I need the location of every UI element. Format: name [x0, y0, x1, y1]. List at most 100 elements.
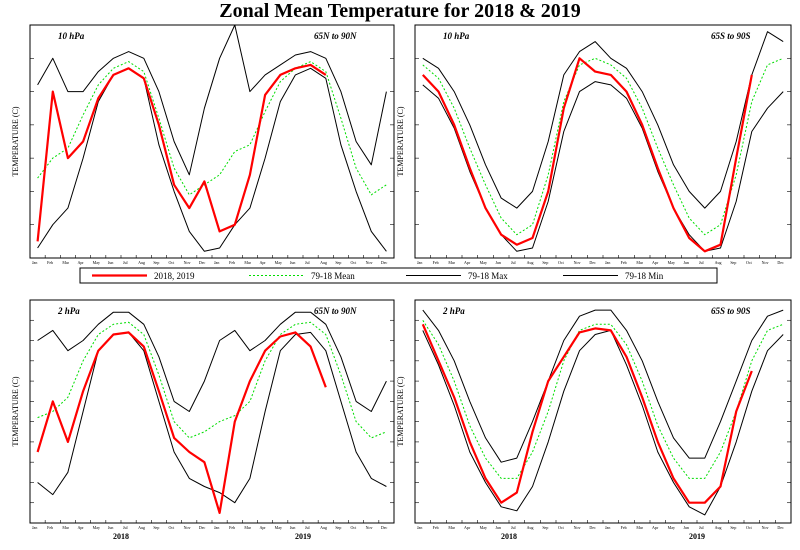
month-label: Sep	[542, 260, 548, 265]
month-label: Jan	[605, 525, 610, 530]
chart-panel-1: Jan Feb Mar Apr May Jun Jul Aug Sep Oct Nov Dec Jan F…	[11, 24, 395, 276]
month-label: May	[275, 525, 282, 530]
month-label: Mar	[62, 525, 69, 530]
month-label: Jul	[305, 525, 311, 530]
month-label: Oct	[351, 260, 358, 265]
month-label: Jan	[214, 260, 219, 265]
month-label: Mar	[244, 260, 251, 265]
series-line-79-18-mean	[422, 57, 784, 236]
month-label: Sep	[730, 525, 736, 530]
month-label: Dec	[381, 525, 388, 530]
series-line-2018-2019	[36, 63, 327, 242]
month-label: Oct	[558, 525, 565, 530]
month-label: May	[480, 525, 487, 530]
month-label: Dec	[199, 260, 206, 265]
month-label: Feb	[621, 260, 627, 265]
month-label: Apr	[464, 525, 471, 530]
month-label: Aug	[715, 525, 722, 530]
month-label: Dec	[589, 260, 596, 265]
series-line-79-18-mean	[37, 61, 387, 196]
series-line-79-18-min	[422, 329, 784, 516]
month-label: Jan	[32, 260, 37, 265]
month-label: May	[668, 260, 675, 265]
month-label: Nov	[366, 525, 373, 530]
month-label: Aug	[138, 260, 145, 265]
series-line-79-18-mean	[422, 320, 784, 479]
latitude-band-label: 65S to 90S	[711, 31, 751, 41]
month-label: Jan	[417, 525, 422, 530]
month-label: May	[93, 260, 100, 265]
month-label: Sep	[335, 525, 341, 530]
month-label: Apr	[78, 260, 85, 265]
year-label: 2018	[501, 532, 517, 541]
month-label: Sep	[542, 525, 548, 530]
month-label: Jun	[683, 525, 689, 530]
month-label: Jan	[417, 260, 422, 265]
month-label: Feb	[433, 260, 439, 265]
month-label: Jul	[511, 260, 517, 265]
month-label: Jun	[108, 260, 114, 265]
month-label: Apr	[652, 525, 659, 530]
month-label: Nov	[762, 260, 769, 265]
month-label: Jun	[683, 260, 689, 265]
month-label: Jul	[123, 260, 129, 265]
month-label: Jul	[123, 525, 129, 530]
month-label: Apr	[260, 260, 267, 265]
y-axis-label: TEMPERATURE (C)	[396, 106, 405, 176]
month-label: Aug	[527, 260, 534, 265]
series-line-79-18-max	[422, 309, 784, 463]
legend-label: 79-18 Min	[625, 271, 664, 281]
series-line-2018-2019	[421, 323, 753, 504]
month-label: Jan	[214, 525, 219, 530]
month-label: Nov	[184, 525, 191, 530]
chart-panel-3: Jan Feb Mar Apr May Jun Jul Aug Sep Oct Nov Dec Jan F…	[11, 299, 395, 541]
month-label: Mar	[448, 525, 455, 530]
month-label: Feb	[229, 525, 235, 530]
legend: 2018, 2019 79-18 Mean 79-18 Max 79-18 Min	[79, 267, 718, 284]
series-line-79-18-max	[422, 31, 784, 209]
month-label: May	[275, 260, 282, 265]
month-label: Dec	[381, 260, 388, 265]
y-axis-label: TEMPERATURE (C)	[11, 106, 20, 176]
pressure-level-label: 2 hPa	[442, 306, 465, 316]
y-axis-label: TEMPERATURE (C)	[396, 376, 405, 446]
month-label: Jun	[290, 260, 296, 265]
chart-panel-4: Jan Feb Mar Apr May Jun Jul Aug Sep Oct Nov Dec Jan F…	[396, 299, 792, 541]
plot-frame	[414, 24, 792, 259]
year-label: 2019	[689, 532, 705, 541]
series-line-79-18-min	[422, 81, 784, 252]
month-label: Oct	[169, 260, 176, 265]
month-label: Jun	[495, 260, 501, 265]
plot-frame	[414, 299, 792, 524]
month-label: Feb	[229, 260, 235, 265]
month-label: Jun	[290, 525, 296, 530]
month-label: Oct	[351, 525, 358, 530]
month-label: May	[480, 260, 487, 265]
month-label: Jan	[605, 260, 610, 265]
month-label: Nov	[184, 260, 191, 265]
latitude-band-label: 65S to 90S	[711, 306, 751, 316]
year-label: 2018	[113, 532, 129, 541]
pressure-level-label: 10 hPa	[58, 31, 85, 41]
month-label: Oct	[558, 260, 565, 265]
legend-label: 79-18 Max	[468, 271, 508, 281]
year-label: 2019	[295, 532, 311, 541]
month-label: Jul	[699, 260, 705, 265]
month-label: Aug	[715, 260, 722, 265]
legend-label: 79-18 Mean	[311, 271, 355, 281]
month-label: Mar	[636, 260, 643, 265]
month-label: Nov	[574, 525, 581, 530]
month-label: Sep	[153, 525, 159, 530]
pressure-level-label: 10 hPa	[443, 31, 470, 41]
y-axis-label: TEMPERATURE (C)	[11, 376, 20, 446]
series-line-79-18-max	[37, 311, 387, 412]
month-label: Sep	[730, 260, 736, 265]
month-label: Dec	[589, 525, 596, 530]
page-title: Zonal Mean Temperature for 2018 & 2019	[219, 0, 581, 22]
month-label: Feb	[47, 525, 53, 530]
month-label: Jul	[305, 260, 311, 265]
month-label: Nov	[762, 525, 769, 530]
series-line-2018-2019	[36, 331, 327, 515]
month-label: Aug	[320, 525, 327, 530]
